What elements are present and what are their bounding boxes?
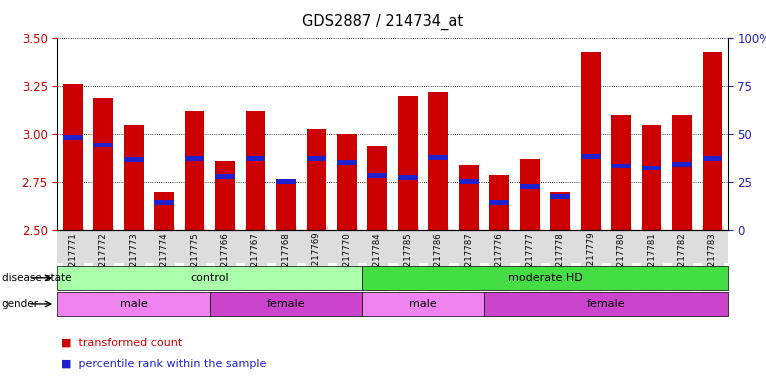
Bar bbox=[276, 180, 296, 230]
Bar bbox=[611, 115, 631, 230]
Bar bbox=[154, 192, 174, 230]
Text: moderate HD: moderate HD bbox=[508, 273, 582, 283]
Bar bbox=[368, 146, 388, 230]
Bar bbox=[520, 159, 539, 230]
Bar bbox=[398, 96, 417, 230]
Bar bbox=[185, 111, 205, 230]
Bar bbox=[154, 200, 174, 205]
Text: control: control bbox=[191, 273, 229, 283]
Text: gender: gender bbox=[2, 299, 38, 309]
Bar bbox=[702, 52, 722, 230]
Bar bbox=[581, 154, 601, 159]
Text: GDS2887 / 214734_at: GDS2887 / 214734_at bbox=[303, 13, 463, 30]
Bar bbox=[459, 179, 479, 184]
Text: ■  transformed count: ■ transformed count bbox=[61, 338, 182, 348]
Bar bbox=[428, 155, 448, 160]
Bar bbox=[63, 135, 83, 140]
Bar bbox=[550, 194, 570, 199]
Bar bbox=[185, 156, 205, 161]
Bar bbox=[459, 165, 479, 230]
Bar bbox=[642, 166, 661, 170]
Bar bbox=[672, 115, 692, 230]
Text: female: female bbox=[267, 299, 306, 309]
Bar bbox=[642, 125, 661, 230]
Bar bbox=[581, 52, 601, 230]
Bar bbox=[337, 134, 357, 230]
Bar bbox=[337, 160, 357, 165]
Bar bbox=[246, 156, 265, 161]
Bar bbox=[611, 164, 631, 169]
Bar bbox=[124, 125, 143, 230]
Bar bbox=[306, 129, 326, 230]
Text: disease state: disease state bbox=[2, 273, 71, 283]
Bar bbox=[550, 192, 570, 230]
Text: male: male bbox=[409, 299, 437, 309]
Bar bbox=[246, 111, 265, 230]
Bar bbox=[702, 156, 722, 161]
Text: ■  percentile rank within the sample: ■ percentile rank within the sample bbox=[61, 359, 267, 369]
Bar bbox=[215, 174, 235, 179]
Bar bbox=[398, 175, 417, 180]
Bar bbox=[520, 184, 539, 189]
Bar bbox=[124, 157, 143, 162]
Bar bbox=[368, 173, 388, 178]
Text: male: male bbox=[119, 299, 148, 309]
Text: female: female bbox=[587, 299, 625, 309]
Bar bbox=[93, 98, 113, 230]
Bar bbox=[306, 156, 326, 161]
Bar bbox=[276, 179, 296, 184]
Bar bbox=[489, 175, 509, 230]
Bar bbox=[428, 92, 448, 230]
Bar bbox=[489, 200, 509, 205]
Bar bbox=[93, 142, 113, 147]
Bar bbox=[63, 84, 83, 230]
Bar bbox=[672, 162, 692, 167]
Bar bbox=[215, 161, 235, 230]
